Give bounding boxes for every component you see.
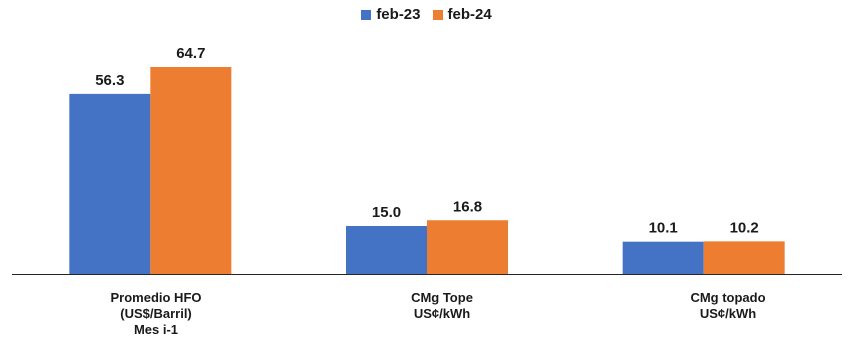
legend-swatch-feb-24 bbox=[432, 9, 443, 20]
legend-label-feb-24: feb-24 bbox=[447, 6, 492, 23]
data-label-feb-24-2: 10.2 bbox=[730, 219, 759, 236]
category-label-cmg-topado: CMg topado US¢/kWh bbox=[628, 290, 828, 322]
category-label-line: Mes i-1 bbox=[133, 322, 179, 337]
category-label-line: US¢/kWh bbox=[699, 306, 757, 321]
legend-item-feb-23: feb-23 bbox=[361, 6, 421, 23]
bar-feb-23-1 bbox=[346, 226, 427, 274]
data-label-feb-23-0: 56.3 bbox=[95, 72, 124, 89]
category-label-line: CMg Tope bbox=[411, 290, 473, 305]
bar-feb-24-2 bbox=[703, 241, 785, 274]
category-label-promedio-hfo: Promedio HFO (US$/Barril) Mes i-1 bbox=[56, 290, 256, 338]
bar-feb-23-0 bbox=[69, 93, 151, 274]
legend-item-feb-24: feb-24 bbox=[432, 6, 492, 23]
legend-swatch-feb-23 bbox=[361, 9, 372, 20]
legend-label-feb-23: feb-23 bbox=[376, 6, 421, 23]
category-label-line: (US$/Barril) bbox=[120, 306, 192, 321]
data-label-feb-24-1: 16.8 bbox=[453, 198, 482, 215]
bar-feb-23-2 bbox=[622, 241, 704, 274]
data-label-feb-23-1: 15.0 bbox=[372, 204, 401, 221]
category-label-line: US¢/kWh bbox=[413, 306, 471, 321]
legend: feb-23 feb-24 bbox=[0, 6, 853, 23]
data-label-feb-23-2: 10.1 bbox=[649, 220, 678, 237]
category-label-line: CMg topado bbox=[690, 290, 766, 305]
category-label-cmg-tope: CMg Tope US¢/kWh bbox=[342, 290, 542, 322]
bar-feb-24-1 bbox=[427, 220, 508, 274]
category-label-line: Promedio HFO bbox=[110, 290, 202, 305]
data-label-feb-24-0: 64.7 bbox=[176, 45, 205, 62]
bar-feb-24-0 bbox=[150, 67, 232, 274]
